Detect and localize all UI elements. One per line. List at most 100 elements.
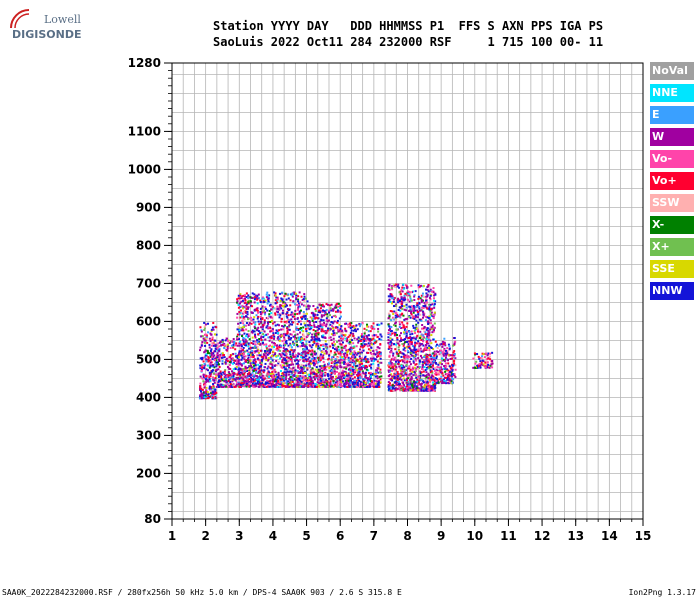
echo-point [303, 343, 306, 346]
echo-point [357, 370, 360, 373]
echo-point [217, 342, 220, 345]
echo-point [242, 312, 245, 315]
echo-point [408, 383, 411, 386]
echo-point [420, 338, 423, 341]
echo-point [354, 330, 357, 333]
echo-point [393, 305, 396, 308]
echo-point [403, 359, 406, 362]
echo-point [429, 310, 432, 313]
echo-point [400, 367, 403, 370]
echo-point [387, 295, 390, 298]
echo-point [299, 316, 302, 319]
echo-point [332, 337, 335, 340]
echo-point [450, 375, 453, 378]
echo-point [340, 373, 343, 376]
echo-point [395, 343, 398, 346]
echo-point [332, 315, 335, 318]
echo-point [232, 384, 235, 387]
echo-point [208, 376, 211, 379]
echo-point [302, 381, 305, 384]
echo-point [244, 297, 247, 300]
echo-point [431, 331, 434, 334]
echo-point [287, 328, 290, 331]
echo-point [445, 376, 448, 379]
echo-point [405, 354, 408, 357]
echo-point [389, 328, 392, 331]
echo-point [349, 352, 352, 355]
echo-point [412, 304, 415, 307]
echo-point [318, 347, 321, 350]
echo-point [299, 345, 302, 348]
echo-point [421, 343, 424, 346]
echo-point [356, 374, 359, 377]
echo-point [321, 305, 324, 308]
echo-point [332, 382, 335, 385]
echo-point [280, 328, 283, 331]
echo-point [271, 328, 274, 331]
echo-point [294, 303, 297, 306]
echo-point [400, 384, 403, 387]
echo-point [244, 301, 247, 304]
echo-point [307, 327, 310, 330]
echo-point [428, 315, 431, 318]
echo-point [329, 381, 332, 384]
echo-point [395, 380, 398, 383]
echo-point [391, 332, 394, 335]
echo-point [334, 314, 337, 317]
echo-point [391, 384, 394, 387]
echo-point [238, 377, 241, 380]
echo-point [359, 363, 362, 366]
echo-point [416, 334, 419, 337]
echo-point [403, 384, 406, 387]
echo-point [278, 360, 281, 363]
echo-point [390, 342, 393, 345]
echo-point [432, 287, 435, 290]
echo-point [389, 387, 392, 390]
echo-point [226, 383, 229, 386]
echo-point [203, 375, 206, 378]
echo-point [259, 311, 262, 314]
echo-point [217, 380, 220, 383]
echo-point [433, 382, 436, 385]
echo-point [428, 361, 431, 364]
echo-point [267, 300, 270, 303]
echo-point [201, 366, 204, 369]
echo-point [266, 381, 269, 384]
echo-point [300, 336, 303, 339]
echo-point [377, 330, 380, 333]
echo-point [363, 385, 366, 388]
echo-point [236, 336, 239, 339]
echo-point [214, 339, 217, 342]
echo-point [300, 341, 303, 344]
echo-point [309, 372, 312, 375]
echo-point [335, 346, 338, 349]
echo-point [214, 347, 217, 350]
echo-point [390, 319, 393, 322]
echo-point [295, 362, 298, 365]
echo-point [252, 296, 255, 299]
echo-point [295, 385, 298, 388]
echo-point [257, 380, 260, 383]
echo-point [301, 299, 304, 302]
echo-point [370, 366, 373, 369]
echo-point [253, 367, 256, 370]
echo-point [389, 330, 392, 333]
echo-point [359, 323, 362, 326]
echo-point [229, 367, 232, 370]
echo-point [243, 337, 246, 340]
echo-point [237, 354, 240, 357]
echo-point [270, 330, 273, 333]
echo-point [439, 380, 442, 383]
echo-point [303, 356, 306, 359]
echo-point [446, 352, 449, 355]
echo-point [408, 360, 411, 363]
echo-point [311, 344, 314, 347]
echo-point [322, 384, 325, 387]
echo-point [398, 325, 401, 328]
echo-point [413, 379, 416, 382]
echo-point [389, 386, 392, 389]
echo-point [237, 368, 240, 371]
echo-point [392, 300, 395, 303]
echo-point [261, 307, 264, 310]
echo-point [337, 330, 340, 333]
